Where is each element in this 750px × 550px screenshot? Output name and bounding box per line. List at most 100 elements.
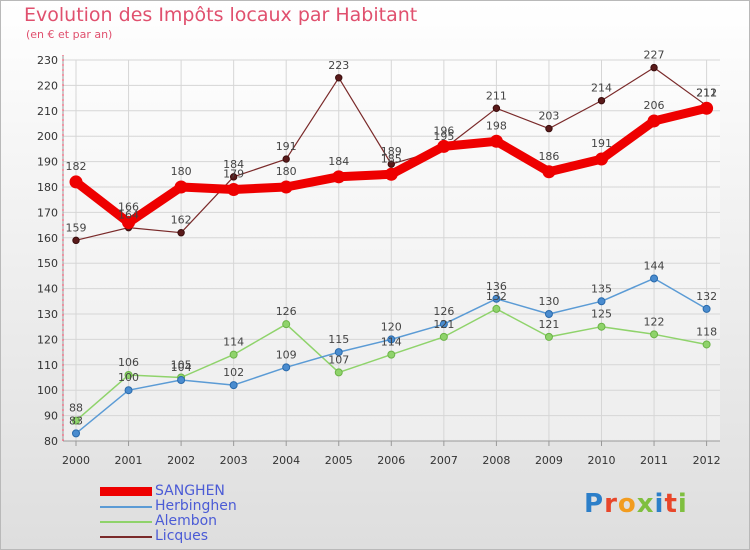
- data-point-sanghen-2009: [542, 165, 556, 179]
- data-point-herbinghen-2012: [702, 304, 711, 313]
- data-label-sanghen-2009: 186: [538, 150, 559, 163]
- legend-item-sanghen[interactable]: SANGHEN: [100, 483, 300, 499]
- data-label-alembon-2005: 107: [328, 353, 349, 366]
- data-point-alembon-2010: [597, 322, 606, 331]
- data-point-sanghen-2001: [122, 216, 136, 230]
- y-tick-label-200: 200: [37, 130, 58, 143]
- y-tick-label-110: 110: [37, 359, 58, 372]
- y-tick-label-90: 90: [44, 410, 58, 423]
- y-tick-label-140: 140: [37, 283, 58, 296]
- data-label-alembon-2010: 125: [591, 308, 612, 321]
- y-tick-label-100: 100: [37, 384, 58, 397]
- x-tick-label-2005: 2005: [325, 454, 353, 467]
- legend-swatch-sanghen: [100, 487, 152, 496]
- data-label-alembon-2009: 121: [538, 318, 559, 331]
- data-label-alembon-2012: 118: [696, 325, 717, 338]
- data-label-herbinghen-2007: 126: [433, 305, 454, 318]
- data-point-herbinghen-2001: [124, 386, 133, 395]
- logo-letter-6: i: [677, 489, 688, 519]
- y-tick-label-210: 210: [37, 105, 58, 118]
- data-label-alembon-2008: 132: [486, 290, 507, 303]
- data-point-herbinghen-2002: [177, 376, 186, 385]
- data-point-sanghen-2006: [384, 167, 398, 181]
- y-tick-label-80: 80: [44, 435, 58, 448]
- y-tick-label-180: 180: [37, 181, 58, 194]
- legend-label-sanghen: SANGHEN: [155, 483, 225, 499]
- y-tick-label-150: 150: [37, 257, 58, 270]
- data-point-licques-2009: [545, 124, 553, 133]
- data-point-sanghen-2005: [332, 170, 346, 184]
- data-point-sanghen-2010: [595, 152, 608, 166]
- data-label-sanghen-2003: 179: [223, 168, 244, 181]
- data-label-alembon-2002: 105: [171, 359, 192, 372]
- data-point-licques-2008: [492, 104, 501, 112]
- logo-letter-5: t: [664, 489, 678, 519]
- data-point-sanghen-2008: [489, 134, 503, 148]
- legend-item-alembon[interactable]: Alembon: [100, 513, 300, 529]
- data-point-herbinghen-2007: [439, 320, 448, 329]
- data-label-alembon-2011: 122: [644, 315, 665, 328]
- data-label-licques-2012: 212: [696, 87, 717, 100]
- x-tick-label-2008: 2008: [482, 454, 510, 467]
- data-label-licques-2002: 162: [171, 214, 192, 227]
- data-label-sanghen-2010: 191: [591, 137, 612, 150]
- legend-swatch-alembon: [100, 521, 152, 523]
- data-label-alembon-2001: 106: [118, 356, 139, 369]
- data-label-licques-2004: 191: [276, 140, 297, 153]
- data-label-licques-2010: 214: [591, 82, 612, 95]
- legend-item-herbinghen[interactable]: Herbinghen: [100, 498, 300, 514]
- chart-subtitle: (en € et par an): [26, 28, 113, 41]
- x-tick-label-2007: 2007: [430, 454, 458, 467]
- data-label-licques-2000: 159: [66, 221, 87, 234]
- data-point-herbinghen-2005: [334, 348, 343, 357]
- data-label-sanghen-2004: 180: [276, 165, 297, 178]
- data-point-herbinghen-2006: [387, 335, 396, 344]
- y-tick-label-120: 120: [37, 333, 58, 346]
- legend-swatch-herbinghen: [100, 506, 152, 508]
- data-label-licques-2007: 195: [433, 130, 454, 143]
- data-label-herbinghen-2004: 109: [276, 348, 297, 361]
- data-point-licques-2004: [282, 155, 290, 163]
- x-tick-label-2012: 2012: [693, 454, 721, 467]
- data-label-alembon-2006: 114: [381, 336, 402, 349]
- logo-letter-1: r: [604, 489, 618, 519]
- data-label-sanghen-2001: 166: [118, 201, 139, 214]
- data-label-herbinghen-2000: 83: [69, 414, 83, 427]
- data-label-sanghen-2000: 182: [66, 160, 87, 173]
- data-point-sanghen-2002: [174, 180, 188, 194]
- data-label-licques-2005: 223: [328, 59, 349, 72]
- data-point-licques-2011: [650, 63, 658, 72]
- data-label-sanghen-2002: 180: [171, 165, 192, 178]
- legend-label-herbinghen: Herbinghen: [155, 498, 237, 514]
- chart-title: Evolution des Impôts locaux par Habitant: [24, 4, 418, 26]
- data-point-licques-2002: [177, 229, 185, 237]
- y-tick-label-220: 220: [37, 79, 58, 92]
- data-label-herbinghen-2006: 120: [381, 320, 402, 333]
- legend-swatch-licques: [100, 536, 152, 538]
- data-point-alembon-2005: [334, 368, 343, 377]
- data-point-licques-2003: [229, 173, 238, 181]
- data-label-sanghen-2011: 206: [644, 99, 665, 112]
- logo-letter-2: o: [617, 489, 637, 519]
- data-point-sanghen-2004: [279, 180, 293, 194]
- data-label-herbinghen-2002: 104: [171, 361, 192, 374]
- logo-letter-0: P: [584, 489, 605, 519]
- data-point-alembon-2004: [282, 320, 291, 329]
- data-point-alembon-2007: [439, 332, 448, 341]
- data-point-alembon-2003: [229, 350, 238, 359]
- data-label-licques-2009: 203: [538, 110, 559, 123]
- logo-letter-3: x: [636, 489, 655, 519]
- x-tick-label-2002: 2002: [167, 454, 195, 467]
- data-label-sanghen-2008: 198: [486, 119, 507, 132]
- chart-legend: SANGHEN Herbinghen Alembon Licques: [100, 483, 300, 544]
- data-label-alembon-2004: 126: [276, 305, 297, 318]
- data-point-licques-2000: [72, 236, 80, 245]
- legend-item-licques[interactable]: Licques: [100, 528, 300, 544]
- data-point-alembon-2000: [72, 416, 80, 425]
- data-label-herbinghen-2005: 115: [328, 333, 349, 346]
- data-point-herbinghen-2010: [597, 297, 606, 306]
- data-point-herbinghen-2000: [72, 429, 80, 438]
- data-point-sanghen-2011: [647, 114, 661, 128]
- data-point-sanghen-2000: [69, 175, 83, 189]
- data-label-licques-2008: 211: [486, 89, 507, 102]
